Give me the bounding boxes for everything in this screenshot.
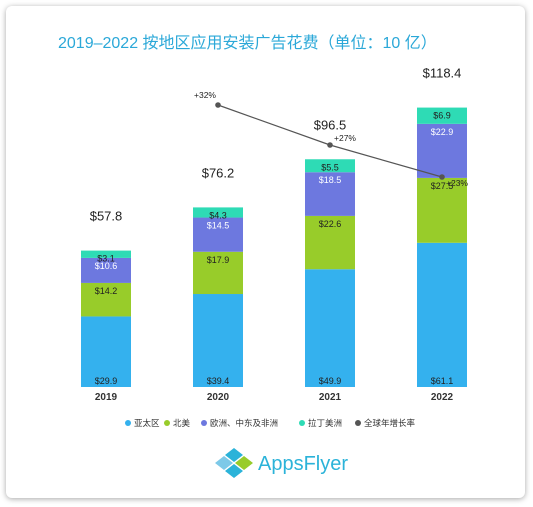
bar-total-label: $57.8 [90, 209, 123, 224]
legend-label: 拉丁美洲 [308, 418, 342, 429]
bar-segment [305, 159, 355, 173]
growth-layer: +32% +27% +23% [194, 90, 468, 188]
growth-label: +27% [334, 133, 356, 143]
bar-segment [417, 123, 467, 178]
growth-point [215, 102, 221, 108]
segment-label: $6.9 [433, 111, 451, 121]
legend-label: 北美 [173, 418, 191, 429]
segment-label: $17.9 [207, 255, 230, 265]
segment-label: $14.5 [207, 221, 230, 231]
x-tick-label: 2021 [319, 392, 342, 403]
segment-label: $27.5 [431, 181, 454, 191]
bar-segment [81, 257, 131, 283]
bar-segment [193, 294, 243, 387]
brand-logo: AppsFlyer [215, 448, 348, 478]
bar-segment [417, 107, 467, 124]
bar-segment [417, 177, 467, 243]
legend-label: 全球年增长率 [364, 418, 416, 429]
legend-marker [355, 420, 361, 426]
legend-label: 亚太区 [134, 418, 160, 429]
growth-point [327, 142, 333, 148]
bar-segment [193, 217, 243, 252]
bars-layer [81, 107, 467, 387]
appsflyer-icon [215, 448, 253, 478]
legend-label: 欧洲、中东及非洲 [210, 418, 278, 429]
bar-total-label: $76.2 [202, 165, 235, 180]
brand-text: AppsFlyer [258, 453, 348, 475]
segment-label: $10.6 [95, 261, 118, 271]
bar-segment [305, 215, 355, 270]
segment-label: $3.1 [97, 254, 115, 264]
bar-total-label: $118.4 [423, 66, 462, 81]
bar-segment [81, 282, 131, 317]
segment-label: $29.9 [95, 376, 118, 386]
growth-label: +32% [194, 90, 216, 100]
bar-segment [193, 251, 243, 295]
legend-marker [201, 420, 207, 426]
segment-label: $39.4 [207, 376, 230, 386]
segment-label: $49.9 [319, 376, 342, 386]
legend-marker [125, 420, 131, 426]
bar-segment [305, 269, 355, 387]
legend-marker [299, 420, 305, 426]
segment-label: $22.6 [319, 219, 342, 229]
legend: 亚太区 北美 欧洲、中东及非洲 拉丁美洲 全球年增长率 [125, 418, 416, 429]
bar-segment [81, 316, 131, 387]
growth-label: +23% [446, 178, 468, 188]
chart-title: 2019–2022 按地区应用安装广告花费（单位：10 亿） [58, 33, 437, 52]
legend-marker [164, 420, 170, 426]
growth-point [439, 174, 445, 180]
bar-total-label: $96.5 [314, 117, 347, 132]
bar-segment [417, 242, 467, 387]
segment-label: $5.5 [321, 162, 339, 172]
labels-layer: $29.9 $14.2 $10.6$3.1 $57.8 2019 $39.4 $17.9 $1… [90, 66, 462, 403]
bar-segment [81, 250, 131, 258]
x-tick-label: 2019 [95, 392, 118, 403]
x-tick-label: 2020 [207, 392, 230, 403]
x-tick-label: 2022 [431, 392, 454, 403]
segment-label: $61.1 [431, 376, 454, 386]
segment-label: $22.9 [431, 127, 454, 137]
segment-label: $14.2 [95, 286, 118, 296]
segment-label: $18.5 [319, 175, 342, 185]
segment-label: $4.3 [209, 210, 227, 220]
bar-segment [193, 207, 243, 218]
bar-segment [305, 172, 355, 216]
